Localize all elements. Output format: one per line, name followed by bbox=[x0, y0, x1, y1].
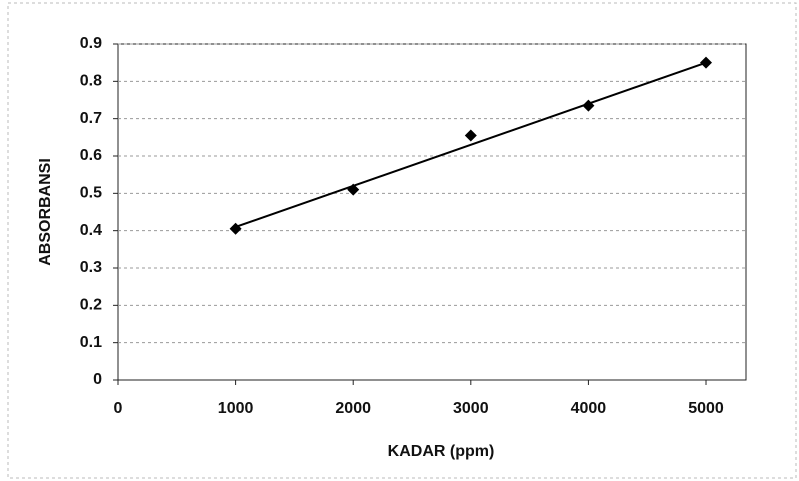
y-tick-label: 0.3 bbox=[80, 259, 102, 276]
data-point bbox=[582, 99, 595, 112]
x-tick-label: 5000 bbox=[688, 400, 724, 417]
y-tick-label: 0 bbox=[93, 371, 102, 388]
x-tick-label: 3000 bbox=[453, 400, 489, 417]
x-tick-label: 2000 bbox=[335, 400, 371, 417]
x-tick-label: 0 bbox=[114, 400, 123, 417]
data-point bbox=[229, 222, 242, 235]
x-tick-label: 4000 bbox=[571, 400, 607, 417]
y-tick-label: 0.2 bbox=[80, 297, 102, 314]
y-tick-label: 0.7 bbox=[80, 110, 102, 127]
y-tick-label: 0.5 bbox=[80, 185, 102, 202]
data-point bbox=[347, 183, 360, 196]
x-axis-label: KADAR (ppm) bbox=[388, 443, 495, 460]
chart-frame bbox=[7, 2, 797, 479]
y-tick-label: 0.1 bbox=[80, 334, 102, 351]
data-point bbox=[700, 56, 713, 69]
trendline bbox=[235, 61, 707, 228]
y-tick-label: 0.4 bbox=[80, 222, 102, 239]
y-tick-label: 0.9 bbox=[80, 35, 102, 52]
y-axis-label: ABSORBANSI bbox=[37, 158, 54, 266]
x-tick-label: 1000 bbox=[218, 400, 254, 417]
y-tick-label: 0.8 bbox=[80, 73, 102, 90]
y-tick-label: 0.6 bbox=[80, 147, 102, 164]
data-point bbox=[464, 129, 477, 142]
